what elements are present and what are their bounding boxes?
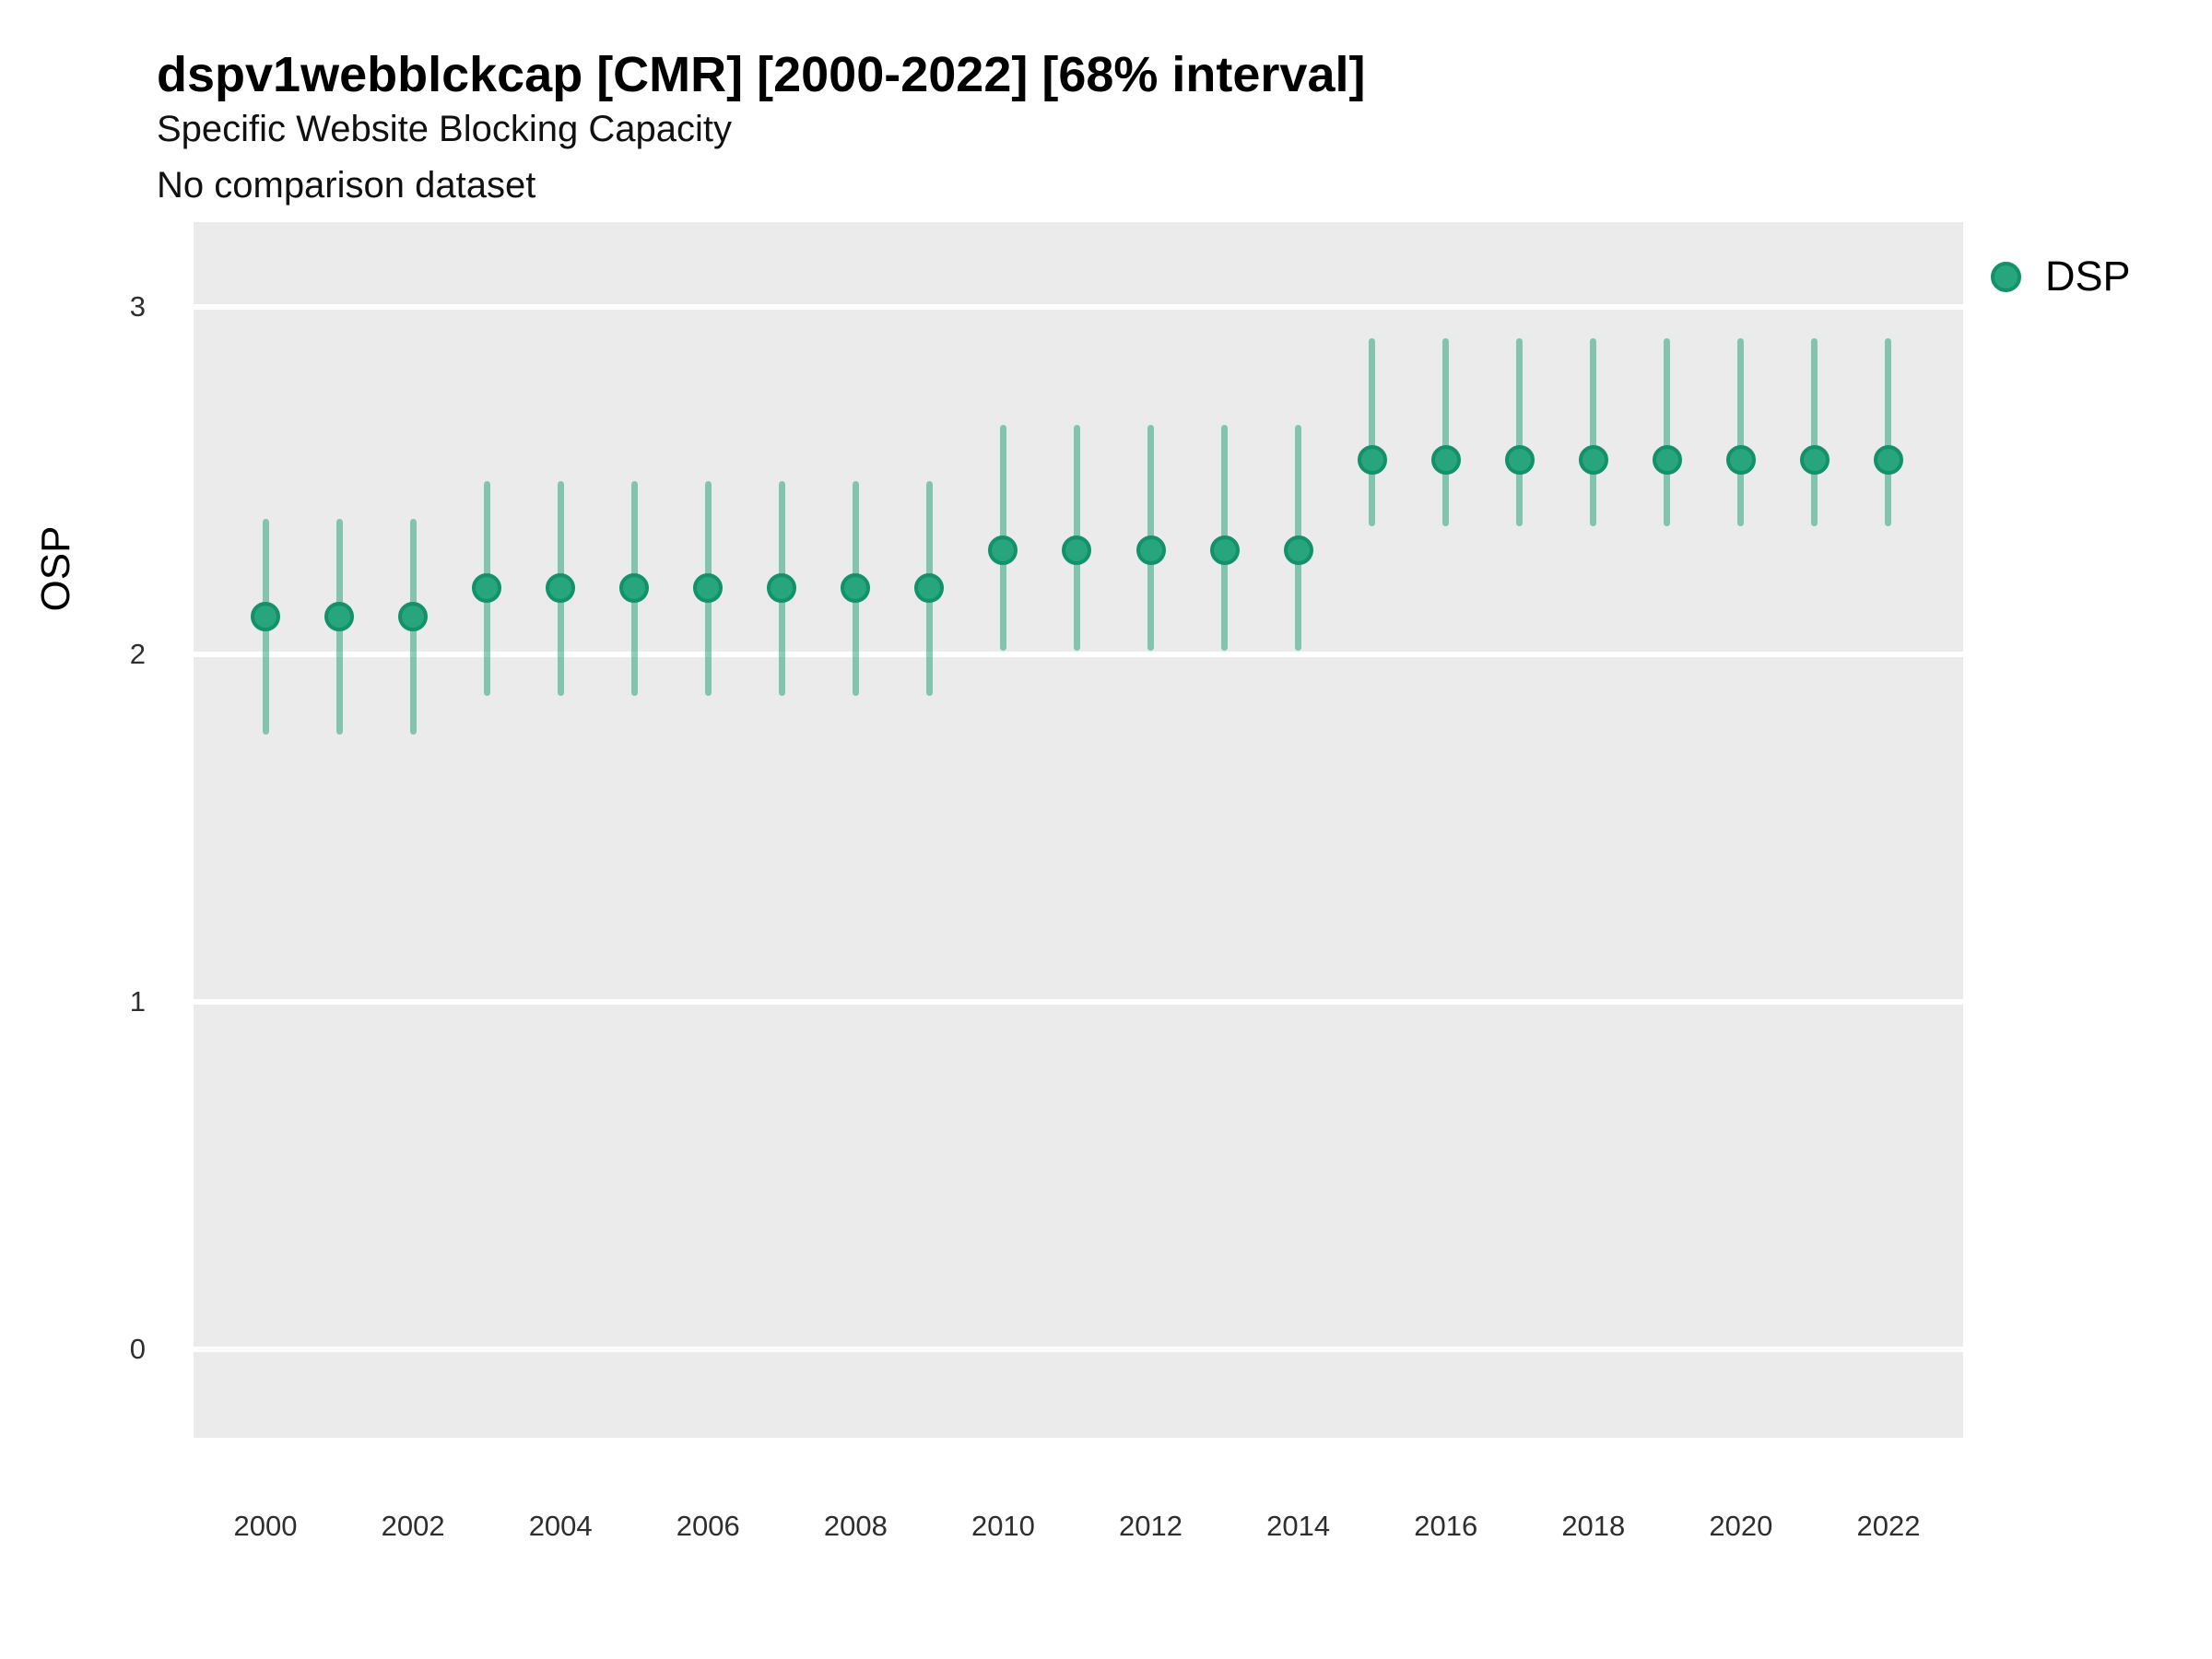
y-tick-label-1: 1 bbox=[129, 985, 146, 1018]
data-point-2015 bbox=[1357, 444, 1387, 475]
interval-bar-2022 bbox=[1885, 337, 1892, 526]
interval-bar-2017 bbox=[1516, 337, 1524, 526]
data-point-2022 bbox=[1873, 444, 1903, 475]
data-point-2017 bbox=[1504, 444, 1535, 475]
x-tick-label-2002: 2002 bbox=[381, 1510, 445, 1542]
data-point-2019 bbox=[1652, 444, 1682, 475]
x-tick-label-2022: 2022 bbox=[1856, 1510, 1921, 1542]
interval-bar-2015 bbox=[1369, 337, 1376, 526]
x-tick-label-2016: 2016 bbox=[1414, 1510, 1478, 1542]
gridline-y-0 bbox=[194, 1347, 1963, 1352]
data-point-2013 bbox=[1209, 535, 1240, 565]
data-point-2016 bbox=[1430, 444, 1461, 475]
data-point-2011 bbox=[1062, 535, 1092, 565]
legend-label: DSP bbox=[2045, 253, 2131, 300]
interval-bar-2016 bbox=[1442, 337, 1450, 526]
y-tick-label-0: 0 bbox=[129, 1333, 146, 1365]
data-point-2001 bbox=[324, 601, 355, 631]
x-tick-label-2014: 2014 bbox=[1266, 1510, 1331, 1542]
x-tick-label-2010: 2010 bbox=[971, 1510, 1035, 1542]
legend: DSP bbox=[1991, 254, 2131, 299]
data-point-2006 bbox=[693, 573, 724, 604]
legend-point-icon bbox=[1991, 261, 2021, 292]
data-point-2020 bbox=[1725, 444, 1756, 475]
interval-bar-2018 bbox=[1590, 337, 1597, 526]
data-point-2003 bbox=[472, 573, 502, 604]
gridline-y-2 bbox=[194, 652, 1963, 657]
data-point-2021 bbox=[1799, 444, 1830, 475]
chart-note: No comparison dataset bbox=[157, 165, 536, 206]
data-point-2008 bbox=[841, 573, 871, 604]
y-axis-title: OSP bbox=[33, 525, 78, 612]
data-point-2005 bbox=[619, 573, 650, 604]
x-tick-label-2000: 2000 bbox=[233, 1510, 298, 1542]
data-point-2000 bbox=[251, 601, 280, 631]
interval-bar-2020 bbox=[1737, 337, 1745, 526]
data-point-2012 bbox=[1135, 535, 1166, 565]
x-tick-label-2004: 2004 bbox=[528, 1510, 593, 1542]
chart-subtitle: Specific Website Blocking Capacity bbox=[157, 109, 732, 149]
x-tick-label-2012: 2012 bbox=[1119, 1510, 1183, 1542]
interval-bar-2021 bbox=[1811, 337, 1818, 526]
y-tick-label-2: 2 bbox=[129, 638, 146, 670]
x-tick-label-2008: 2008 bbox=[823, 1510, 888, 1542]
gridline-y-3 bbox=[194, 304, 1963, 310]
data-point-2007 bbox=[767, 573, 797, 604]
data-point-2004 bbox=[546, 573, 576, 604]
interval-bar-2019 bbox=[1664, 337, 1671, 526]
gridline-y-1 bbox=[194, 999, 1963, 1005]
data-point-2002 bbox=[398, 601, 429, 631]
data-point-2014 bbox=[1283, 535, 1313, 565]
data-point-2010 bbox=[988, 535, 1018, 565]
chart-title: dspv1webblckcap [CMR] [2000-2022] [68% i… bbox=[157, 47, 1366, 102]
x-tick-label-2018: 2018 bbox=[1561, 1510, 1626, 1542]
y-tick-label-3: 3 bbox=[129, 290, 146, 323]
x-tick-label-2006: 2006 bbox=[676, 1510, 740, 1542]
x-tick-label-2020: 2020 bbox=[1709, 1510, 1773, 1542]
data-point-2009 bbox=[914, 573, 945, 604]
plot-panel bbox=[194, 222, 1963, 1438]
data-point-2018 bbox=[1578, 444, 1608, 475]
